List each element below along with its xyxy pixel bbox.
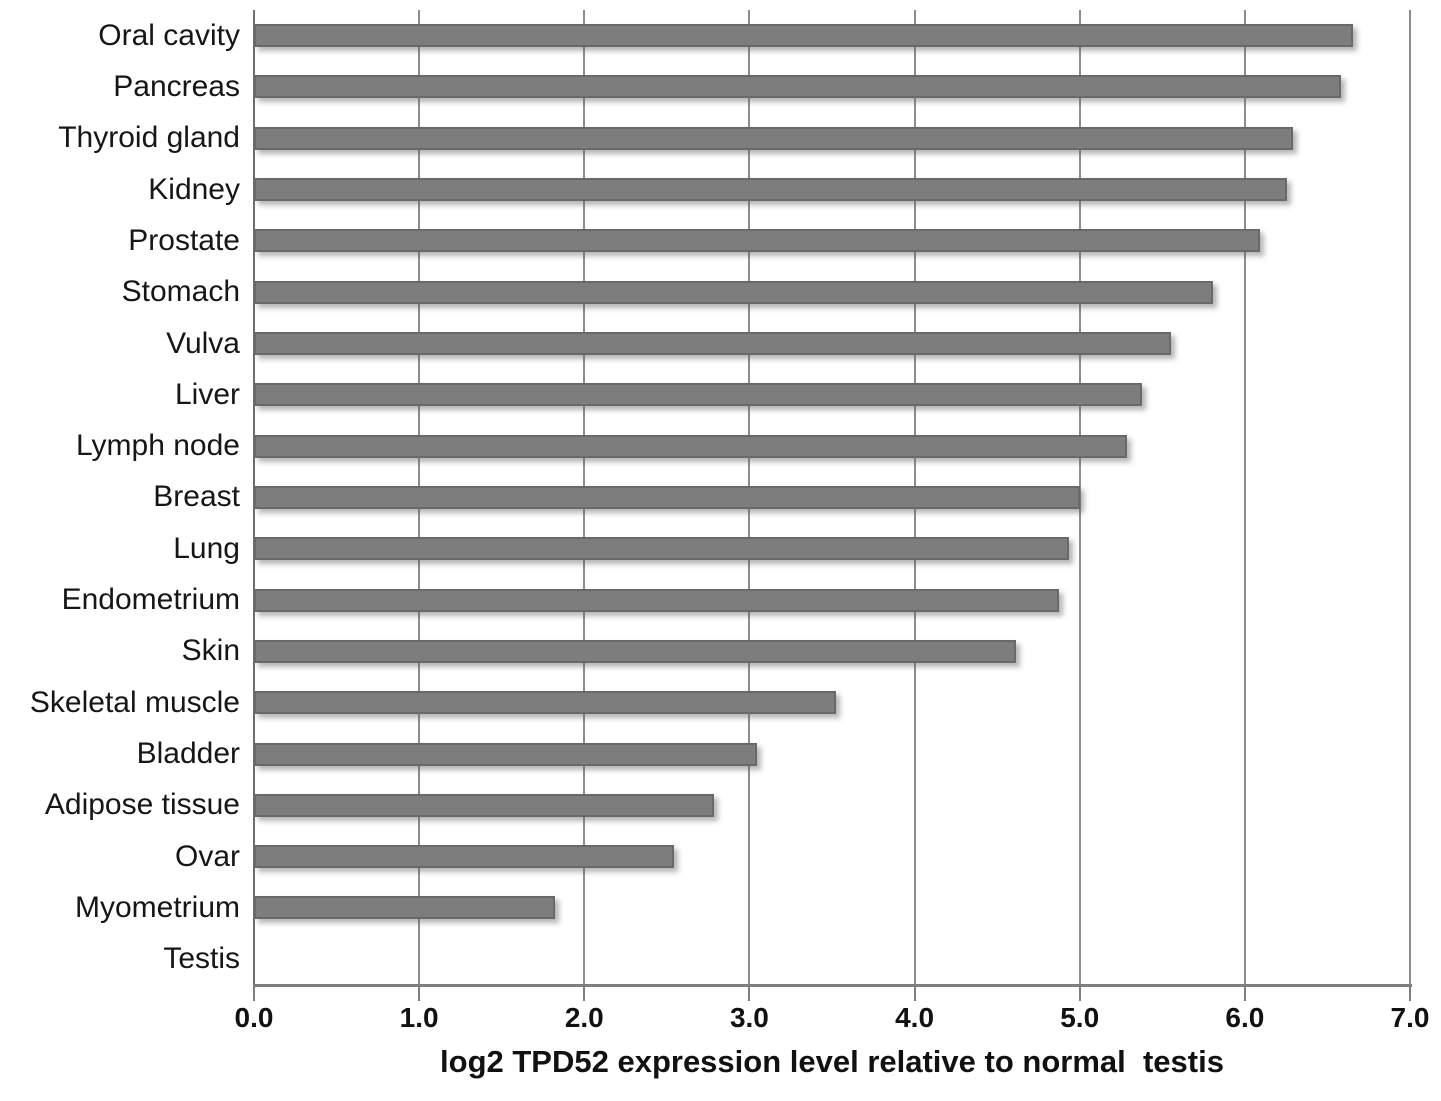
bar-track <box>254 677 1410 728</box>
bar-track <box>254 934 1410 985</box>
chart-row: Stomach <box>0 267 1410 318</box>
tick-mark-0.0 <box>253 985 255 1001</box>
bar <box>254 742 757 766</box>
category-label: Ovar <box>174 839 240 873</box>
x-axis-line <box>254 984 1412 987</box>
tick-mark-7.0 <box>1409 985 1411 1001</box>
bar-track <box>254 215 1410 266</box>
bar-track <box>254 267 1410 318</box>
bar-track <box>254 10 1410 61</box>
tick-label-1.0: 1.0 <box>399 1002 439 1033</box>
category-label: Endometrium <box>61 583 240 617</box>
chart-row: Myometrium <box>0 882 1410 933</box>
category-label: Skeletal muscle <box>29 685 240 719</box>
category-label: Bladder <box>136 737 240 771</box>
category-label: Testis <box>163 942 240 976</box>
category-label: Stomach <box>121 275 240 309</box>
chart-row: Adipose tissue <box>0 780 1410 831</box>
bar-track <box>254 831 1410 882</box>
category-label: Breast <box>153 480 240 514</box>
bar <box>254 691 836 715</box>
bar-rows: Oral cavity Pancreas Thyroid gland Kidney Pr… <box>0 10 1410 985</box>
bar <box>254 793 714 817</box>
chart-row: Endometrium <box>0 574 1410 625</box>
chart-row: Skeletal muscle <box>0 677 1410 728</box>
category-label: Skin <box>181 634 240 668</box>
gridline-x-7.0 <box>1409 10 1411 985</box>
category-label: Vulva <box>166 326 240 360</box>
chart-row: Vulva <box>0 318 1410 369</box>
bar-track <box>254 780 1410 831</box>
chart-row: Lung <box>0 523 1410 574</box>
chart-row: Prostate <box>0 215 1410 266</box>
bar <box>254 639 1016 663</box>
tick-label-6.0: 6.0 <box>1225 1002 1265 1033</box>
chart-row: Pancreas <box>0 61 1410 112</box>
tick-mark-4.0 <box>913 985 916 1001</box>
category-label: Prostate <box>128 223 240 257</box>
bar-track <box>254 421 1410 472</box>
tick-label-0.0: 0.0 <box>234 1002 274 1033</box>
bar <box>254 434 1127 458</box>
bar <box>254 332 1172 356</box>
category-label: Kidney <box>148 172 240 206</box>
chart-row: Bladder <box>0 728 1410 779</box>
bar <box>254 75 1342 99</box>
bar <box>254 485 1081 509</box>
gridline-x-6.0 <box>1243 10 1246 985</box>
category-label: Lung <box>173 531 240 565</box>
tick-label-5.0: 5.0 <box>1060 1002 1100 1033</box>
bar <box>254 383 1142 407</box>
tick-label-3.0: 3.0 <box>729 1002 769 1033</box>
bar-track <box>254 472 1410 523</box>
bar-track <box>254 369 1410 420</box>
bar-track <box>254 164 1410 215</box>
tick-mark-3.0 <box>748 985 751 1001</box>
chart-row: Ovar <box>0 831 1410 882</box>
chart-row: Liver <box>0 369 1410 420</box>
bar <box>254 537 1069 561</box>
bar <box>254 24 1353 48</box>
chart-row: Skin <box>0 626 1410 677</box>
bar <box>254 845 675 869</box>
tick-mark-5.0 <box>1078 985 1081 1001</box>
tick-mark-2.0 <box>583 985 586 1001</box>
chart-row: Kidney <box>0 164 1410 215</box>
bar <box>254 229 1261 253</box>
tick-mark-6.0 <box>1243 985 1246 1001</box>
category-label: Oral cavity <box>98 18 240 52</box>
bar-track <box>254 626 1410 677</box>
bar <box>254 126 1294 150</box>
category-label: Liver <box>174 377 240 411</box>
tick-mark-1.0 <box>418 985 421 1001</box>
category-label: Pancreas <box>113 69 240 103</box>
bar-track <box>254 882 1410 933</box>
chart-row: Thyroid gland <box>0 113 1410 164</box>
bar-track <box>254 728 1410 779</box>
x-axis-title: log2 TPD52 expression level relative to … <box>440 1044 1224 1079</box>
tick-label-7.0: 7.0 <box>1390 1002 1430 1033</box>
chart-row: Testis <box>0 934 1410 985</box>
bar-track <box>254 61 1410 112</box>
bar <box>254 588 1059 612</box>
category-label: Lymph node <box>75 429 240 463</box>
chart-row: Breast <box>0 472 1410 523</box>
bar <box>254 896 556 920</box>
bar-track <box>254 318 1410 369</box>
chart-row: Lymph node <box>0 421 1410 472</box>
bar <box>254 178 1287 202</box>
bar-track <box>254 574 1410 625</box>
bar-track <box>254 523 1410 574</box>
chart-row: Oral cavity <box>0 10 1410 61</box>
bar-track <box>254 113 1410 164</box>
tick-label-2.0: 2.0 <box>564 1002 604 1033</box>
category-label: Adipose tissue <box>44 788 240 822</box>
bar <box>254 280 1213 304</box>
category-label: Myometrium <box>74 890 240 924</box>
tick-label-4.0: 4.0 <box>895 1002 935 1033</box>
category-label: Thyroid gland <box>58 121 240 155</box>
